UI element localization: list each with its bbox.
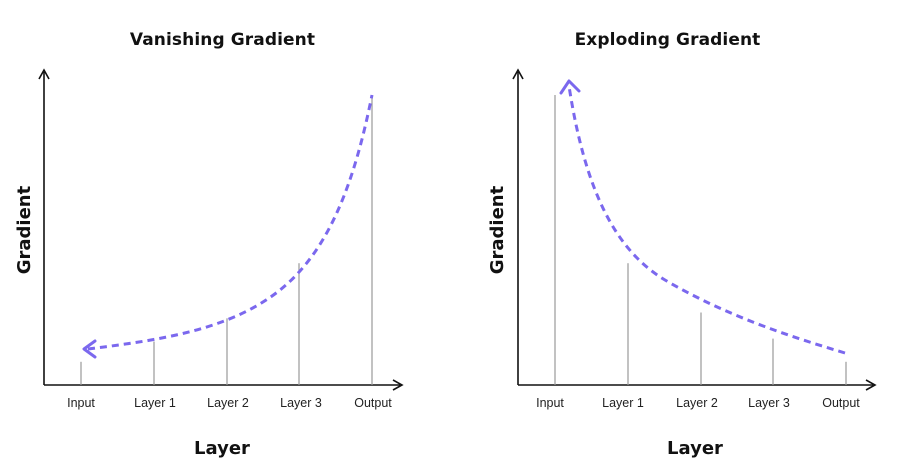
exploding-tick-output: Output bbox=[822, 396, 860, 410]
exploding-gradient-panel: Exploding Gradient Gradient Input Layer … bbox=[455, 0, 910, 472]
exploding-x-axis-arrow bbox=[865, 379, 877, 391]
exploding-x-axis-label: Layer bbox=[667, 438, 723, 459]
vanishing-tick-layer-1: Layer 1 bbox=[134, 396, 176, 410]
vanishing-gradient-curve bbox=[87, 94, 374, 351]
exploding-gradient-curve bbox=[567, 85, 846, 355]
exploding-plot bbox=[512, 68, 877, 391]
vanishing-x-axis-arrow bbox=[392, 379, 404, 391]
vanishing-plot bbox=[38, 68, 404, 391]
vanishing-x-axis-label: Layer bbox=[194, 438, 250, 459]
exploding-y-axis-arrow bbox=[512, 68, 524, 80]
vanishing-y-axis-arrow bbox=[38, 68, 50, 80]
vanishing-title: Vanishing Gradient bbox=[129, 30, 316, 50]
exploding-tick-layer-3: Layer 3 bbox=[748, 396, 790, 410]
vanishing-tick-layer-2: Layer 2 bbox=[207, 396, 249, 410]
vanishing-tick-layer-3: Layer 3 bbox=[280, 396, 322, 410]
vanishing-tick-input: Input bbox=[67, 396, 95, 410]
vanishing-gradient-panel: Vanishing Gradient Gradient Input Layer … bbox=[14, 30, 404, 459]
exploding-title: Exploding Gradient bbox=[574, 30, 761, 50]
exploding-curve-arrowhead bbox=[559, 79, 581, 95]
exploding-tick-input: Input bbox=[536, 396, 564, 410]
vanishing-curve-arrowhead bbox=[82, 339, 97, 359]
exploding-tick-layer-1: Layer 1 bbox=[602, 396, 644, 410]
exploding-tick-layer-2: Layer 2 bbox=[676, 396, 718, 410]
vanishing-tick-output: Output bbox=[354, 396, 392, 410]
